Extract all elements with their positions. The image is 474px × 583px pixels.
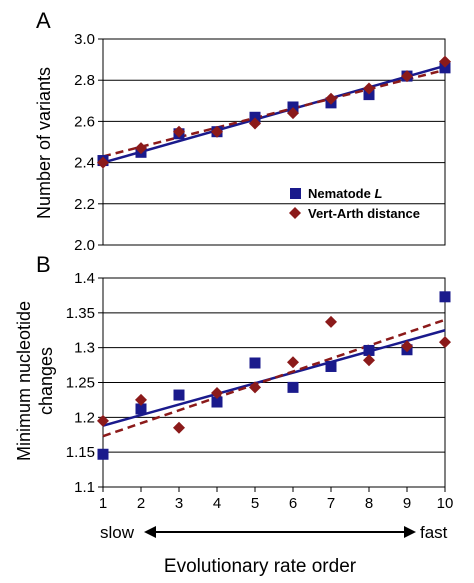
panel-a-point-vertarth	[97, 156, 109, 169]
panel-b-point-nematode	[173, 389, 185, 401]
panel-b-plot-frame	[102, 277, 446, 488]
panel-b-points	[97, 291, 451, 460]
panel-a-y-ticks: 2.0 2.2 2.4 2.6 2.8 3.0	[74, 31, 103, 254]
panel-b-x-tick-label: 3	[175, 495, 183, 512]
panel-b-point-vertarth	[211, 386, 223, 399]
legend-nematode-name: Nematode	[308, 186, 371, 201]
panel-a-y-tick-label: 2.2	[74, 196, 95, 213]
panel-b-trendline-vertarth	[102, 318, 446, 438]
panel-b-x-tick-label: 10	[437, 495, 454, 512]
panel-a-y-tick-label: 2.6	[74, 113, 95, 130]
panel-a-y-tick-label: 3.0	[74, 31, 95, 48]
panel-b-point-vertarth	[135, 393, 147, 406]
rate-arrow: slow fast	[100, 523, 448, 542]
panel-b-y-tick-label: 1.15	[66, 444, 95, 461]
panel-b-y-tick-label: 1.25	[66, 375, 95, 392]
panel-b-y-tick-label: 1.3	[74, 340, 95, 357]
panel-a-label: A	[36, 8, 51, 33]
legend-vertarth-marker	[289, 207, 301, 219]
panel-b-point-vertarth	[287, 356, 299, 369]
panel-b-point-nematode	[211, 396, 223, 408]
panel-b-y-ticks: 1.1 1.15 1.2 1.25 1.3 1.35 1.4	[66, 270, 103, 496]
panel-b-x-ticks: 1 2 3 4 5 6 7 8 9 10	[99, 487, 454, 512]
panel-a-points	[97, 55, 451, 169]
panel-b-trendline-nematode	[102, 329, 446, 427]
fast-label: fast	[420, 523, 448, 542]
panel-b-point-nematode	[249, 357, 261, 369]
panel-a-y-tick-label: 2.8	[74, 72, 95, 89]
panel-a-point-nematode	[363, 89, 375, 101]
panel-b-gridlines	[103, 312, 445, 453]
panel-a-gridlines	[103, 79, 445, 205]
panel-b-y-tick-label: 1.4	[74, 270, 95, 287]
panel-b-point-nematode	[325, 360, 337, 372]
panel-a-point-vertarth	[249, 117, 261, 130]
panel-a-point-vertarth	[211, 125, 223, 138]
panel-b-x-tick-label: 6	[289, 495, 297, 512]
panel-b-y-axis-label-line1: Minimum nucleotide	[14, 301, 34, 461]
panel-a-point-vertarth	[325, 92, 337, 105]
legend-nematode-italic: L	[374, 186, 382, 201]
panel-b-point-nematode	[135, 403, 147, 415]
panel-b-x-tick-label: 5	[251, 495, 259, 512]
panel-b-point-vertarth	[401, 340, 413, 353]
panel-b-trendlines	[102, 318, 446, 438]
panel-a: A Number of variants 2.02.22.42.62.83.0 …	[34, 8, 451, 254]
panel-a-trendlines	[102, 64, 446, 164]
panel-b-y-tick-label: 1.1	[74, 479, 95, 496]
panel-b-x-tick-label: 2	[137, 495, 145, 512]
legend: Nematode L Vert-Arth distance	[289, 186, 420, 221]
panel-b-label: B	[36, 252, 51, 277]
panel-a-plot-frame	[102, 38, 446, 246]
rate-arrow-right-head	[404, 526, 416, 538]
legend-nematode-label: Nematode L	[308, 186, 382, 201]
panel-b-x-tick-label: 4	[213, 495, 221, 512]
panel-a-y-axis-label: Number of variants	[34, 67, 54, 219]
panel-a-point-vertarth	[287, 107, 299, 120]
panel-b-x-tick-label: 1	[99, 495, 107, 512]
panel-a-trendline-vertarth	[102, 68, 446, 158]
panel-b-point-nematode	[439, 291, 451, 303]
x-axis-label: Evolutionary rate order	[164, 556, 357, 577]
legend-vertarth-label: Vert-Arth distance	[308, 206, 420, 221]
panel-b-y-axis-label-line2: changes	[36, 347, 56, 415]
slow-label: slow	[100, 523, 135, 542]
panel-a-point-nematode	[439, 62, 451, 74]
panel-a-point-vertarth	[363, 82, 375, 95]
panel-a-point-vertarth	[173, 125, 185, 138]
panel-b-point-nematode	[363, 344, 375, 356]
panel-b-point-vertarth	[173, 421, 185, 434]
panel-b-y-tick-label: 1.2	[74, 409, 95, 426]
panel-a-point-nematode	[249, 111, 261, 123]
panel-a-point-vertarth	[439, 55, 451, 68]
panel-b-point-vertarth	[325, 315, 337, 328]
panel-b-point-vertarth	[363, 354, 375, 367]
panel-b: B Minimum nucleotide changes 1.11.151.21…	[14, 252, 453, 512]
rate-arrow-left-head	[144, 526, 156, 538]
panel-a-y-tick-label: 2.0	[74, 237, 95, 254]
panel-b-point-vertarth	[97, 414, 109, 427]
panel-a-point-vertarth	[135, 142, 147, 155]
panel-b-y-tick-label: 1.35	[66, 305, 95, 322]
panel-b-x-tick-label: 7	[327, 495, 335, 512]
panel-a-point-nematode	[287, 101, 299, 113]
panel-b-point-vertarth	[439, 336, 451, 349]
panel-b-x-tick-label: 9	[403, 495, 411, 512]
panel-a-point-vertarth	[401, 70, 413, 83]
legend-nematode-marker	[290, 188, 301, 199]
panel-b-x-tick-label: 8	[365, 495, 373, 512]
panel-b-point-vertarth	[249, 381, 261, 394]
panel-b-point-nematode	[287, 381, 299, 393]
panel-a-y-tick-label: 2.4	[74, 155, 95, 172]
panel-b-point-nematode	[97, 448, 109, 460]
